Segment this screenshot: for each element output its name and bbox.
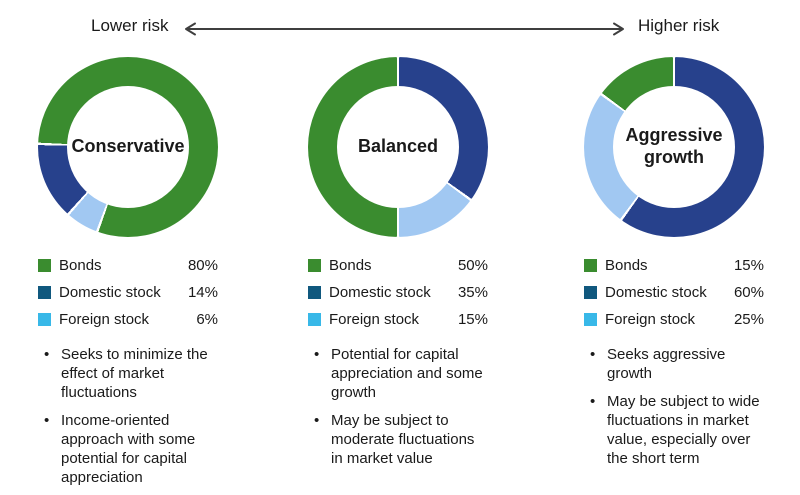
legend-label: Foreign stock [59, 311, 150, 328]
legend-value: 50% [457, 257, 488, 274]
balanced-legend: Bonds 50% Domestic stock 35% Foreign sto… [308, 252, 488, 333]
bullet-text: May be subject to wide fluctuations in m… [607, 393, 760, 467]
legend-label: Domestic stock [605, 284, 707, 301]
donut-center-label: Balanced [357, 136, 439, 157]
conservative-bullet-list: • Seeks to minimize the effect of market… [38, 345, 218, 487]
bonds-swatch-icon [38, 259, 51, 272]
legend-value: 60% [733, 284, 764, 301]
bullet-dot: • [44, 412, 50, 429]
conservative-donut-chart: Conservative [38, 57, 218, 237]
aggressive-growth-donut-chart: Aggressive growth [584, 57, 764, 237]
legend-value: 35% [457, 284, 488, 301]
legend-value: 15% [733, 257, 764, 274]
aggressive-growth-column: Aggressive growth Bonds 15% Domestic sto… [584, 57, 764, 477]
legend-row-bonds: Bonds 80% [38, 252, 218, 279]
bullet-item: • Seeks to minimize the effect of market… [38, 345, 218, 402]
legend-row-domestic-stock: Domestic stock 60% [584, 279, 764, 306]
foreign-stock-swatch-icon [308, 313, 321, 326]
legend-value: 25% [733, 311, 764, 328]
balanced-column: Balanced Bonds 50% Domestic stock 35% Fo… [308, 57, 488, 477]
bullet-dot: • [590, 393, 596, 410]
bonds-swatch-icon [308, 259, 321, 272]
donut-hole: Aggressive growth [613, 86, 735, 208]
legend-label: Bonds [59, 257, 102, 274]
bullet-dot: • [314, 346, 320, 363]
bullet-dot: • [314, 412, 320, 429]
conservative-legend: Bonds 80% Domestic stock 14% Foreign sto… [38, 252, 218, 333]
conservative-column: Conservative Bonds 80% Domestic stock 14… [38, 57, 218, 495]
legend-label: Bonds [605, 257, 648, 274]
bullet-text: Seeks to minimize the effect of market f… [61, 346, 208, 401]
higher-risk-label: Higher risk [638, 16, 720, 35]
foreign-stock-swatch-icon [584, 313, 597, 326]
balanced-bullet-list: • Potential for capital appreciation and… [308, 345, 488, 468]
donut-center-label: Conservative [71, 136, 185, 157]
bullet-dot: • [44, 346, 50, 363]
legend-row-foreign-stock: Foreign stock 25% [584, 306, 764, 333]
domestic-stock-swatch-icon [308, 286, 321, 299]
legend-value: 80% [187, 257, 218, 274]
legend-label: Foreign stock [329, 311, 420, 328]
bullet-text: Income-oriented approach with some poten… [61, 412, 196, 486]
bullet-item: • Income-oriented approach with some pot… [38, 411, 218, 487]
legend-row-bonds: Bonds 15% [584, 252, 764, 279]
lower-risk-label: Lower risk [91, 16, 169, 35]
bullet-item: • May be subject to moderate fluctuation… [308, 411, 488, 468]
bullet-text: May be subject to moderate fluctuations … [331, 412, 475, 467]
legend-row-domestic-stock: Domestic stock 35% [308, 279, 488, 306]
legend-row-foreign-stock: Foreign stock 15% [308, 306, 488, 333]
bullet-dot: • [590, 346, 596, 363]
aggressive-growth-legend: Bonds 15% Domestic stock 60% Foreign sto… [584, 252, 764, 333]
bullet-item: • Seeks aggressive growth [584, 345, 764, 383]
bullet-text: Potential for capital appreciation and s… [331, 346, 483, 401]
legend-label: Domestic stock [329, 284, 431, 301]
legend-row-bonds: Bonds 50% [308, 252, 488, 279]
donut-hole: Conservative [67, 86, 189, 208]
legend-label: Bonds [329, 257, 372, 274]
legend-row-foreign-stock: Foreign stock 6% [38, 306, 218, 333]
balanced-donut-chart: Balanced [308, 57, 488, 237]
donut-hole: Balanced [337, 86, 459, 208]
bonds-swatch-icon [584, 259, 597, 272]
donut-center-label: Aggressive growth [625, 125, 723, 167]
bullet-item: • May be subject to wide fluctuations in… [584, 392, 764, 468]
bullet-item: • Potential for capital appreciation and… [308, 345, 488, 402]
legend-label: Domestic stock [59, 284, 161, 301]
legend-value: 15% [457, 311, 488, 328]
legend-row-domestic-stock: Domestic stock 14% [38, 279, 218, 306]
bullet-text: Seeks aggressive growth [607, 346, 726, 382]
aggressive-growth-bullet-list: • Seeks aggressive growth • May be subje… [584, 345, 764, 468]
domestic-stock-swatch-icon [38, 286, 51, 299]
domestic-stock-swatch-icon [584, 286, 597, 299]
legend-value: 6% [196, 311, 218, 328]
legend-label: Foreign stock [605, 311, 696, 328]
foreign-stock-swatch-icon [38, 313, 51, 326]
legend-value: 14% [187, 284, 218, 301]
risk-spectrum-arrow-icon [185, 22, 624, 36]
